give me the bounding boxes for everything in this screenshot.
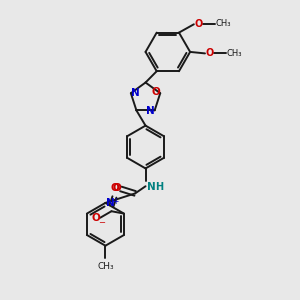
Text: N: N (146, 106, 154, 116)
Text: O: O (112, 183, 122, 193)
Text: CH₃: CH₃ (226, 49, 242, 58)
Text: O: O (194, 19, 203, 29)
Text: N: N (106, 198, 115, 208)
Text: N: N (147, 182, 156, 192)
Text: CH₃: CH₃ (215, 19, 231, 28)
Text: O: O (92, 213, 101, 224)
Text: −: − (98, 219, 105, 228)
Text: CH₃: CH₃ (97, 262, 114, 271)
Text: H: H (155, 182, 163, 192)
Text: O: O (110, 183, 119, 194)
Text: N: N (131, 88, 140, 98)
Text: O: O (206, 48, 214, 59)
Text: +: + (112, 197, 118, 206)
Text: O: O (151, 87, 160, 97)
